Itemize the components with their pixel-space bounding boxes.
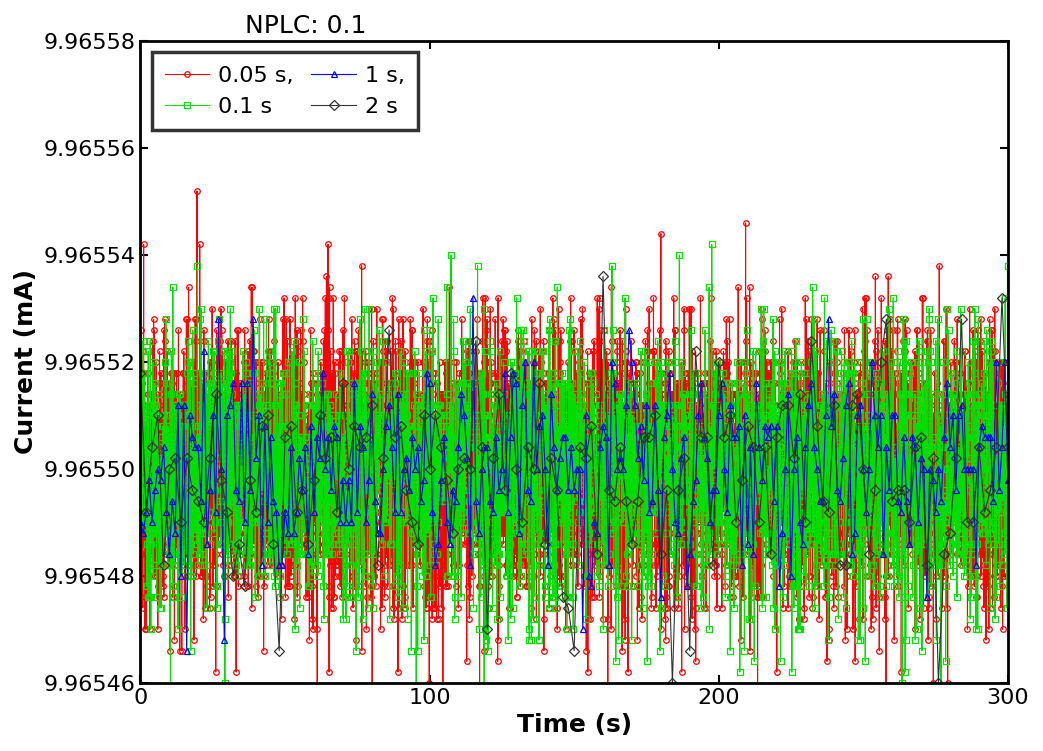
Text: NPLC: 0.1: NPLC: 0.1 — [244, 14, 366, 38]
2 s — [135, 368, 147, 377]
0.05 s, — [340, 443, 353, 452]
0.05 s, — [990, 572, 1002, 581]
1 s, — [135, 518, 147, 527]
0.05 s, — [527, 421, 539, 430]
1 s, — [518, 357, 531, 366]
0.05 s, — [135, 475, 147, 484]
0.05 s, — [366, 721, 379, 730]
1 s, — [490, 433, 503, 442]
2 s — [695, 433, 707, 442]
1 s, — [872, 443, 884, 452]
Line: 0.1 s: 0.1 s — [138, 242, 1011, 717]
2 s — [753, 518, 766, 527]
0.1 s — [480, 635, 492, 644]
0.05 s, — [191, 186, 203, 195]
0.1 s — [660, 454, 673, 463]
X-axis label: Time (s): Time (s) — [516, 713, 632, 737]
1 s, — [466, 294, 479, 303]
1 s, — [732, 421, 745, 430]
0.05 s, — [900, 368, 913, 377]
0.05 s, — [786, 496, 799, 505]
0.05 s, — [1001, 390, 1014, 399]
0.1 s — [421, 454, 434, 463]
0.1 s — [705, 240, 718, 249]
0.1 s — [478, 710, 490, 719]
0.1 s — [307, 454, 319, 463]
1 s, — [1001, 475, 1014, 484]
2 s — [597, 272, 609, 281]
0.1 s — [963, 379, 975, 388]
Y-axis label: Current (mA): Current (mA) — [14, 270, 38, 454]
0.05 s, — [144, 560, 156, 569]
1 s, — [822, 315, 834, 324]
2 s — [1001, 443, 1014, 452]
1 s, — [944, 443, 956, 452]
Line: 0.05 s,: 0.05 s, — [138, 188, 1011, 728]
0.1 s — [135, 421, 147, 430]
2 s — [440, 475, 453, 484]
2 s — [996, 294, 1009, 303]
Line: 2 s: 2 s — [137, 273, 1012, 686]
Line: 1 s,: 1 s, — [137, 294, 1012, 654]
0.1 s — [551, 282, 563, 291]
Legend: 0.05 s,, 0.1 s, 1 s,, 2 s: 0.05 s,, 0.1 s, 1 s,, 2 s — [151, 53, 418, 130]
2 s — [672, 486, 684, 495]
2 s — [666, 678, 679, 687]
2 s — [556, 593, 568, 602]
0.1 s — [1001, 507, 1014, 516]
1 s, — [180, 646, 193, 655]
